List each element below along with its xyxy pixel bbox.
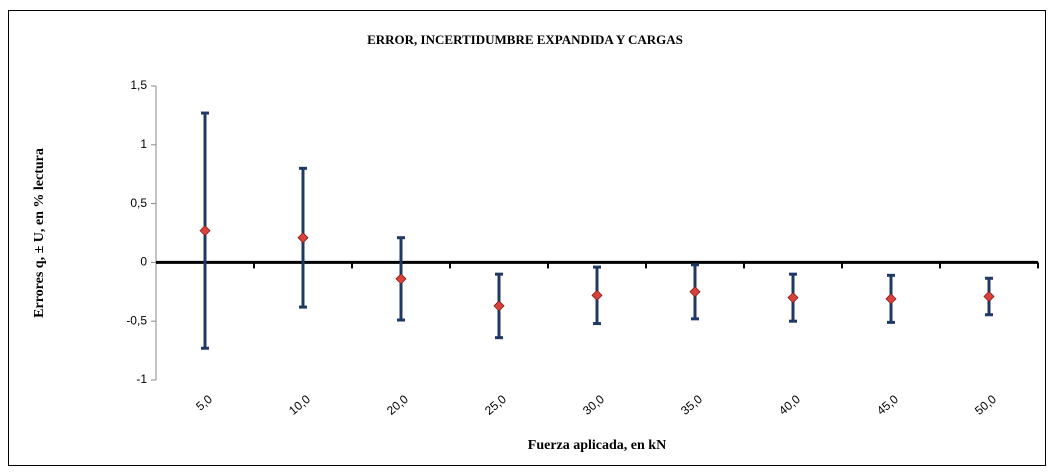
point [493, 300, 505, 312]
chart-title: ERROR, INCERTIDUMBRE EXPANDIDA Y CARGAS [367, 32, 683, 47]
point [983, 290, 995, 303]
y-tick-label: 0 [140, 255, 147, 269]
point [199, 225, 211, 237]
point [787, 292, 799, 304]
y-tick-label: -0,5 [126, 313, 147, 327]
y-tick-label: 1,5 [130, 78, 147, 92]
x-axis-title: Fuerza aplicada, en kN [528, 438, 666, 453]
y-tick-label: -1 [136, 372, 147, 386]
y-tick-label: 1 [140, 137, 147, 151]
y-axis-title: Errores q, ± U, en % lectura [32, 148, 47, 318]
point [689, 286, 701, 298]
point [395, 273, 407, 285]
y-tick-label: 0,5 [130, 196, 147, 210]
point [885, 293, 897, 305]
chart-border [8, 10, 1046, 466]
point [297, 232, 309, 244]
point [591, 289, 603, 301]
